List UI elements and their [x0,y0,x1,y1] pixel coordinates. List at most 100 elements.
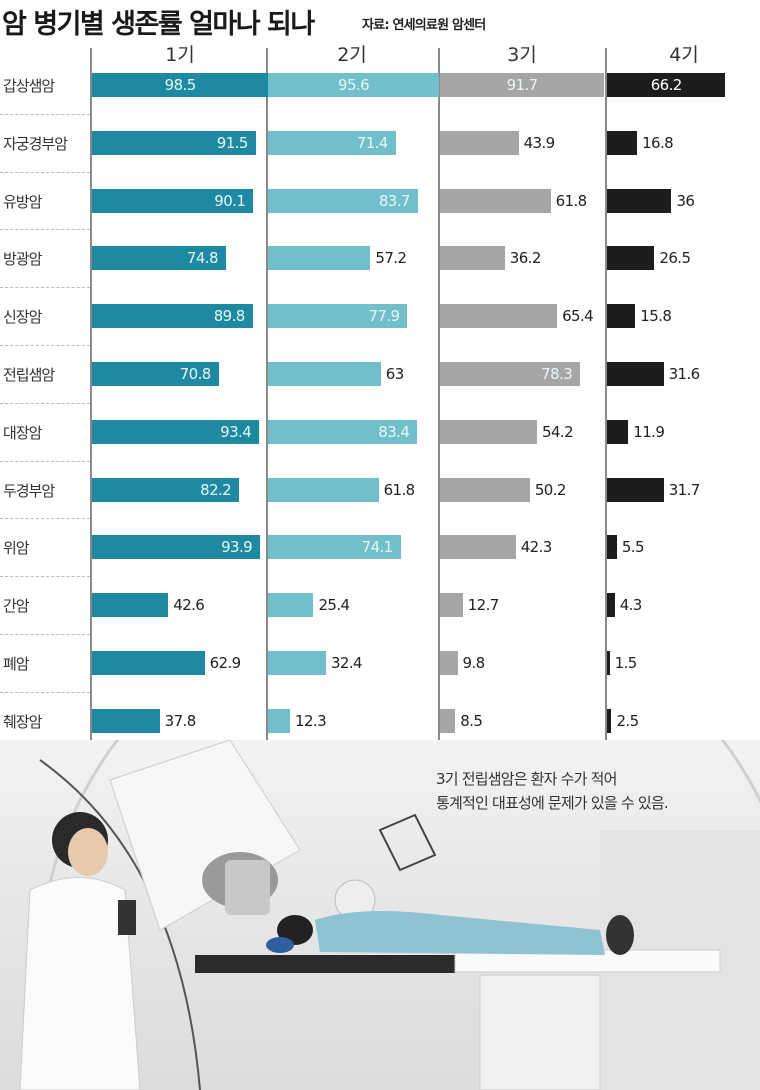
bar-1기-대장암 [92,419,260,444]
row-divider [0,287,90,289]
bar-value-label: 91.5 [216,133,249,152]
bar-2기-전립샘암 [268,362,381,386]
chart-title: 암 병기별 생존률 얼마나 되나 [2,9,315,40]
row-divider [0,634,90,635]
bar-value-label: 65.4 [562,307,594,326]
radiotherapy-illustration [19,740,760,1090]
bar-2기-대장암 [268,419,418,444]
annotation-line-1: 3기 전립샘암은 환자 수가 적어 [436,770,617,788]
bar-2기-췌장암 [268,708,291,733]
row-divider [0,518,90,520]
bar-4기-간암 [607,593,615,618]
bar-1기-갑상샘암 [92,73,269,97]
bar-2기-폐암 [268,651,326,675]
radiotherapy-photo [0,740,760,1090]
bar-1기-두경부암 [92,477,240,502]
bar-value-label: 11.9 [633,422,665,441]
bar-4기-위암 [607,535,617,560]
cancer-type-label: 폐암 [3,655,30,673]
bar-1기-신장암 [92,304,253,329]
row-divider [0,113,90,115]
bar-value-label: 26.5 [659,249,691,268]
row-divider [0,460,90,462]
row-divider [0,229,90,231]
bar-1기-폐암 [92,651,205,675]
bar-2기-갑상샘암 [268,73,440,97]
bar-value-label: 74.1 [361,538,394,557]
bar-value-label: 54.2 [542,422,574,441]
bar-value-label: 36 [676,191,695,210]
bar-value-label: 1.5 [614,654,638,672]
row-divider [0,576,90,578]
cancer-type-label: 대장암 [3,423,42,442]
cancer-type-label: 신장암 [3,308,42,327]
bar-1기-위암 [92,535,261,560]
bar-value-label: 90.1 [214,191,246,210]
bar-2기-간암 [268,593,314,618]
bar-value-label: 2.5 [616,711,639,730]
bar-value-label: 71.4 [356,133,389,152]
cancer-type-label: 두경부암 [3,481,55,500]
stage-header-2: 2기 [337,44,367,66]
bar-value-label: 61.8 [555,191,588,210]
bar-3기-자궁경부암 [440,130,519,155]
bar-4기-방광암 [607,246,655,271]
bar-value-label: 36.2 [509,249,542,268]
bar-value-label: 12.3 [295,711,327,730]
bar-4기-두경부암 [607,477,664,502]
cancer-type-label: 자궁경부암 [3,134,68,153]
bar-4기-폐암 [607,651,610,675]
bar-value-label: 66.2 [650,76,683,94]
bar-value-label: 4.3 [619,596,643,615]
bar-3기-위암 [440,535,516,560]
bar-value-label: 93.4 [220,422,252,441]
bar-value-label: 31.6 [668,365,701,383]
chart-source: 자료: 연세의료원 암센터 [362,18,486,33]
bar-4기-전립샘암 [607,362,664,386]
bar-value-label: 50.2 [534,480,567,499]
bar-value-label: 31.7 [668,480,701,499]
row-divider [0,691,90,693]
chart-annotation: 3기 전립샘암은 환자 수가 적어 통계적인 대표성에 문제가 있을 수 있음. [436,767,669,815]
bar-3기-유방암 [440,188,551,213]
bar-3기-췌장암 [440,708,456,733]
bar-value-label: 42.6 [173,596,205,615]
bar-value-label: 89.8 [213,307,246,326]
bar-value-label: 9.8 [462,654,486,672]
bar-value-label: 91.7 [506,76,539,94]
annotation-line-2: 통계적인 대표성에 문제가 있을 수 있음. [436,794,669,812]
stage-header-4: 4기 [669,44,699,66]
cancer-type-label: 유방암 [3,192,42,211]
bar-value-label: 57.2 [375,249,407,268]
column-divider [90,48,92,758]
bar-3기-전립샘암 [440,362,581,386]
bar-2기-신장암 [268,304,408,329]
bar-3기-간암 [440,593,463,618]
bar-value-label: 37.8 [164,711,197,730]
bar-4기-대장암 [607,419,629,444]
column-divider [266,48,268,758]
bar-1기-전립샘암 [92,362,219,386]
bar-3기-갑상샘암 [440,73,605,97]
bar-value-label: 16.8 [642,133,674,152]
bar-1기-췌장암 [92,708,160,733]
bar-3기-폐암 [440,651,458,675]
bar-value-label: 74.8 [186,249,219,268]
column-divider [605,48,607,758]
bar-value-label: 82.2 [200,480,232,499]
bar-1기-방광암 [92,246,226,271]
cancer-type-label: 위암 [3,539,30,558]
bar-value-label: 62.9 [209,654,242,672]
bar-2기-유방암 [268,188,418,213]
bar-value-label: 83.4 [378,422,410,441]
bar-2기-위암 [268,535,401,560]
bar-value-label: 8.5 [460,711,483,730]
bar-value-label: 98.5 [164,76,197,94]
row-divider [0,402,90,404]
column-divider [438,48,440,758]
bar-value-label: 77.9 [368,307,400,326]
bar-value-label: 43.9 [523,133,556,152]
bar-value-label: 70.8 [179,365,212,383]
cancer-type-label: 갑상샘암 [3,77,55,95]
stage-header-1: 1기 [165,44,195,66]
